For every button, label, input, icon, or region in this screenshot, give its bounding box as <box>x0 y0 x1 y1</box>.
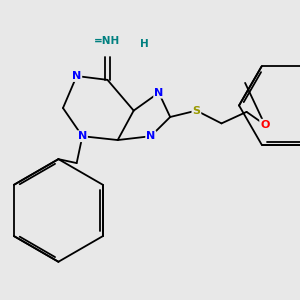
Text: =NH: =NH <box>94 37 121 46</box>
Text: N: N <box>154 88 164 98</box>
Text: H: H <box>140 39 148 49</box>
Text: N: N <box>78 131 87 141</box>
Text: N: N <box>146 131 155 141</box>
Text: S: S <box>192 106 200 116</box>
Text: O: O <box>260 120 269 130</box>
Text: N: N <box>72 71 81 81</box>
